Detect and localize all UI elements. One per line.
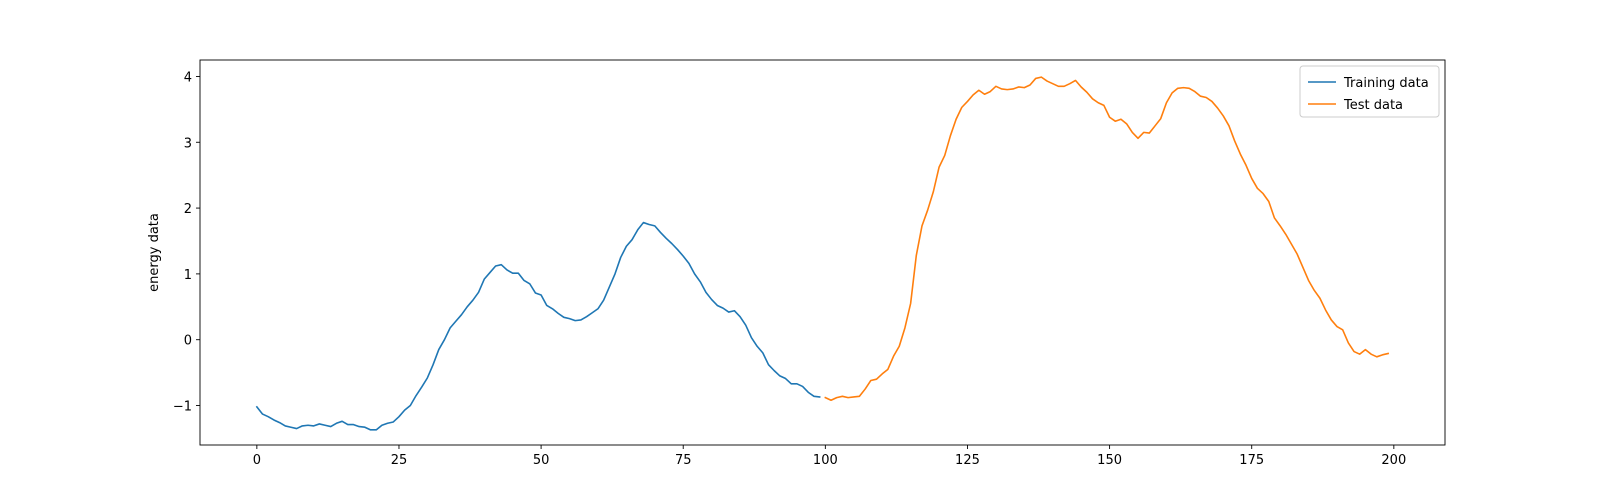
y-axis: −1 0 1 2 3 4 [173, 70, 200, 415]
y-tick-label: 0 [184, 334, 192, 349]
plot-frame [199, 59, 1446, 446]
legend-label-2: Test data [1343, 98, 1403, 113]
y-axis-label: energy data [147, 213, 162, 292]
legend-label-1: Training data [1343, 76, 1429, 91]
x-tick-label: 25 [391, 453, 408, 468]
x-tick-label: 75 [675, 453, 692, 468]
x-tick-label: 0 [253, 453, 261, 468]
y-tick-label: 2 [184, 202, 192, 217]
x-tick-label: 125 [955, 453, 980, 468]
x-tick-label: 200 [1381, 453, 1406, 468]
x-tick-label: 175 [1239, 453, 1264, 468]
series-line-2 [824, 76, 1390, 402]
x-tick-label: 100 [813, 453, 838, 468]
y-tick-label: 4 [184, 70, 192, 85]
legend: Training data Test data [1299, 65, 1440, 118]
series-line-1 [255, 221, 821, 431]
plot-area [199, 59, 1446, 446]
x-tick-label: 150 [1097, 453, 1122, 468]
y-tick-label: 1 [184, 268, 192, 283]
y-tick-label: 3 [184, 136, 192, 151]
y-tick-label: −1 [173, 400, 192, 415]
x-tick-label: 50 [533, 453, 550, 468]
x-axis: 0 25 50 75 100 125 150 175 200 [253, 445, 1406, 468]
